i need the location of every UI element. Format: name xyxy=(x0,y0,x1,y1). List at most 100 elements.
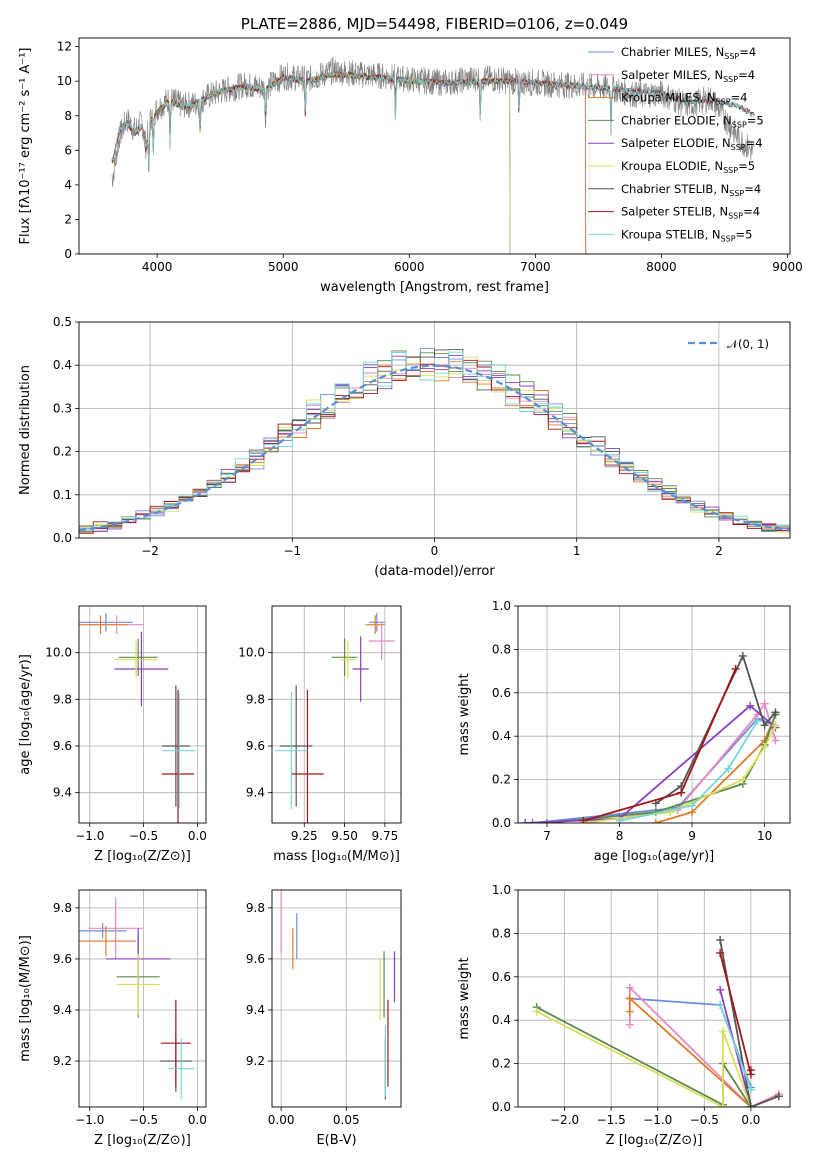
y-tick-label: 0.6 xyxy=(492,686,511,700)
mass-weight-marker xyxy=(771,708,780,717)
axes-frame xyxy=(271,605,402,824)
axes-frame xyxy=(271,889,402,1108)
mass-weight-marker xyxy=(677,788,686,797)
mass-weight-line xyxy=(583,668,737,822)
y-tick-label: 0.6 xyxy=(492,970,511,984)
x-tick-label: 8 xyxy=(616,829,624,843)
y-tick-label: 0.2 xyxy=(53,445,72,459)
x-tick-label: 1 xyxy=(573,544,581,558)
y-tick-label: 0.0 xyxy=(53,531,72,545)
y-tick-label: 0 xyxy=(64,247,72,261)
x-tick-label: 8000 xyxy=(646,260,677,274)
x-axis-label: (data-model)/error xyxy=(374,564,495,579)
x-axis-label: Z [log₁₀(Z/Z⊙)] xyxy=(606,1133,703,1148)
x-tick-label: −2.0 xyxy=(550,1113,579,1127)
legend-entry: Chabrier MILES, NSSP=4 xyxy=(621,45,756,61)
mass-weight-marker xyxy=(760,743,769,752)
y-tick-label: 6 xyxy=(64,143,72,157)
y-tick-label: 0.0 xyxy=(492,1100,511,1114)
y-tick-label: 9.4 xyxy=(246,1003,265,1017)
panel-age-vs-z: −1.0 −0.5 0.0 9.4 9.6 9.8 10.0 Z [log₁₀(Z/Z⊙)] a… xyxy=(18,605,207,864)
y-tick-label: 10.0 xyxy=(45,646,72,660)
y-axis-label: Flux [fλ10⁻¹⁷ erg cm⁻² s⁻¹ A⁻¹] xyxy=(18,48,33,245)
panel-massweight-vs-z: −2.0 −1.5 −1.0 −0.5 0.0 0.0 0.2 0.4 0.6 0.8 1.0 Z [… xyxy=(457,883,791,1148)
axes-frame xyxy=(517,605,791,824)
x-tick-label: −1.0 xyxy=(643,1113,672,1127)
x-tick-label: 0.0 xyxy=(188,1113,207,1127)
x-tick-label: 0 xyxy=(431,544,439,558)
mass-weight-line xyxy=(536,1010,752,1107)
axes-frame xyxy=(78,37,791,255)
legend-entry: Salpeter STELIB, NSSP=4 xyxy=(621,205,760,221)
y-tick-label: 0.2 xyxy=(492,1057,511,1071)
y-tick-label: 0.8 xyxy=(492,926,511,940)
plot-area xyxy=(79,606,206,823)
mass-weight-marker xyxy=(731,664,740,673)
mass-weight-line xyxy=(546,714,777,823)
x-tick-label: 0.0 xyxy=(188,829,207,843)
mass-weight-marker xyxy=(716,985,725,994)
x-tick-label: −1.0 xyxy=(75,829,104,843)
y-tick-label: 1.0 xyxy=(492,599,511,613)
axes-frame xyxy=(517,889,791,1108)
panel-mass-vs-ebv: 0.00 0.05 9.2 9.4 9.6 9.8 E(B-V) xyxy=(246,889,402,1148)
x-tick-label: 0.05 xyxy=(333,1113,360,1127)
axes-frame xyxy=(78,321,791,539)
x-axis-label: wavelength [Angstrom, rest frame] xyxy=(320,280,549,295)
mass-weight-marker xyxy=(774,1092,783,1101)
panel-residuals: −2 −1 0 1 2 0.0 0.1 0.2 0.3 0.4 0.5 (data-model)/er… xyxy=(18,315,791,579)
mass-weight-marker xyxy=(528,819,537,823)
mass-weight-marker xyxy=(625,1020,634,1029)
y-tick-label: 0.4 xyxy=(492,1013,511,1027)
x-axis-label: E(B-V) xyxy=(316,1133,356,1148)
x-tick-label: −0.5 xyxy=(129,829,158,843)
mass-weight-marker xyxy=(724,764,733,773)
x-tick-label: 9.50 xyxy=(331,829,358,843)
panel-massweight-vs-age: 7 8 9 10 0.0 0.2 0.4 0.6 0.8 1.0 age [log₁₀(age/yr… xyxy=(457,599,791,864)
legend-entry: Chabrier STELIB, NSSP=4 xyxy=(621,182,761,198)
x-tick-label: 2 xyxy=(715,544,723,558)
y-tick-label: 0.5 xyxy=(53,315,72,329)
y-axis-label: mass weight xyxy=(457,957,472,1039)
y-tick-label: 0.3 xyxy=(53,401,72,415)
y-axis-label: age [log₁₀(age/yr)] xyxy=(18,654,33,775)
legend-entry: Chabrier ELODIE, NSSP=5 xyxy=(621,113,764,129)
mass-weight-marker xyxy=(753,717,762,726)
legend-entry: 𝒩(0, 1) xyxy=(727,337,769,351)
y-tick-label: 9.8 xyxy=(53,901,72,915)
x-tick-label: 0.00 xyxy=(268,1113,295,1127)
panel-spectrum: 4000 5000 6000 7000 8000 9000 0 2 4 6 8 10 12 wavelen… xyxy=(18,15,803,295)
mass-weight-marker xyxy=(771,721,780,730)
mass-weight-marker xyxy=(651,819,660,823)
chart-title: PLATE=2886, MJD=54498, FIBERID=0106, z=0… xyxy=(241,15,628,33)
x-tick-label: 9.25 xyxy=(291,829,318,843)
x-tick-label: 9.75 xyxy=(372,829,399,843)
panel-mass-vs-z: −1.0 −0.5 0.0 9.2 9.4 9.6 9.8 Z [log₁₀(Z/Z⊙)] ma… xyxy=(18,889,207,1148)
mass-weight-marker xyxy=(738,651,747,660)
legend-entry: Kroupa MILES, NSSP=4 xyxy=(621,91,747,107)
y-tick-label: 4 xyxy=(64,178,72,192)
y-tick-label: 2 xyxy=(64,212,72,226)
mass-weight-marker xyxy=(532,1007,541,1016)
mass-weight-marker xyxy=(543,819,552,823)
y-tick-label: 0.4 xyxy=(492,729,511,743)
x-tick-label: 4000 xyxy=(142,260,173,274)
legend-entry: Salpeter MILES, NSSP=4 xyxy=(621,68,755,84)
x-tick-label: 7000 xyxy=(520,260,551,274)
mass-weight-marker xyxy=(716,948,725,957)
x-tick-label: −1.0 xyxy=(75,1113,104,1127)
y-tick-label: 12 xyxy=(57,40,72,54)
x-tick-label: 9 xyxy=(688,829,696,843)
mass-weight-marker xyxy=(625,983,634,992)
y-tick-label: 9.8 xyxy=(246,901,265,915)
y-tick-label: 8 xyxy=(64,109,72,123)
y-tick-label: 0.0 xyxy=(492,816,511,830)
x-tick-label: 7 xyxy=(543,829,551,843)
y-tick-label: 10.0 xyxy=(238,646,265,660)
y-tick-label: 0.8 xyxy=(492,642,511,656)
x-tick-label: 5000 xyxy=(268,260,299,274)
y-tick-label: 9.6 xyxy=(246,952,265,966)
x-tick-label: 10 xyxy=(757,829,772,843)
plot-area xyxy=(79,322,790,538)
plot-area xyxy=(518,890,790,1107)
